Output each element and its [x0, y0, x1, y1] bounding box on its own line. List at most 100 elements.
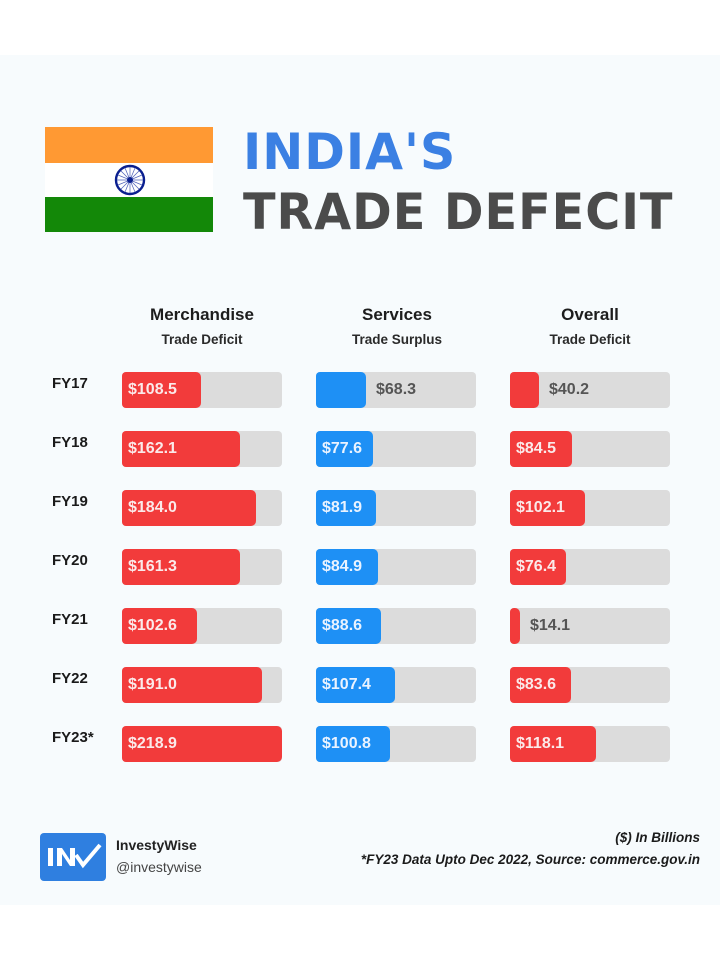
- bar-value-label: $162.1: [128, 440, 177, 457]
- bar-fill-merchandise: [122, 490, 256, 526]
- infographic-card: INDIA'S TRADE DEFECIT Merchandise Trade …: [0, 55, 720, 905]
- bar-track-services: $77.6: [316, 431, 476, 467]
- bar-fill-merchandise: [122, 431, 240, 467]
- bar-value-label: $100.8: [322, 735, 371, 752]
- column-subtitle: Trade Surplus: [351, 332, 443, 347]
- bar-fill-services: [316, 372, 366, 408]
- bar-track-merchandise: $184.0: [122, 490, 282, 526]
- bar-value-label: $68.3: [376, 381, 417, 398]
- table-row: FY22 $191.0 $107.4 $83.6: [0, 667, 720, 703]
- table-row: FY21 $102.6 $88.6 $14.1: [0, 608, 720, 644]
- row-label: FY18: [52, 434, 88, 451]
- bar-value-label: $161.3: [128, 558, 177, 575]
- bar-track-services: $68.3: [316, 372, 476, 408]
- column-title: Services: [362, 305, 432, 324]
- bar-fill-overall: [510, 549, 566, 585]
- bar-value-label: $118.1: [516, 735, 565, 752]
- bar-fill-overall: [510, 608, 520, 644]
- column-header-overall: Overall Trade Deficit: [490, 305, 690, 349]
- brand-handle: @investywise: [116, 859, 202, 875]
- bar-value-label: $83.6: [516, 676, 557, 693]
- bar-track-services: $107.4: [316, 667, 476, 703]
- bar-fill-services: [316, 490, 376, 526]
- bar-fill-merchandise: [122, 372, 201, 408]
- bar-value-label: $76.4: [516, 558, 557, 575]
- bar-value-label: $191.0: [128, 676, 177, 693]
- row-label: FY23*: [52, 729, 94, 746]
- footnotes: ($) In Billions *FY23 Data Upto Dec 2022…: [361, 827, 700, 871]
- brand-name: InvestyWise: [116, 837, 197, 853]
- india-flag-icon: [45, 127, 213, 232]
- bar-track-merchandise: $162.1: [122, 431, 282, 467]
- flag-green-band: [45, 197, 213, 232]
- bar-track-services: $81.9: [316, 490, 476, 526]
- bar-track-merchandise: $108.5: [122, 372, 282, 408]
- bar-value-label: $77.6: [322, 440, 363, 457]
- column-title: Overall: [561, 305, 619, 324]
- bar-value-label: $102.1: [516, 499, 565, 516]
- bar-fill-overall: [510, 726, 596, 762]
- table-row: FY23* $218.9 $100.8 $118.1: [0, 726, 720, 762]
- bar-value-label: $84.9: [322, 558, 363, 575]
- bar-track-overall: $102.1: [510, 490, 670, 526]
- bar-value-label: $218.9: [128, 735, 177, 752]
- bar-fill-merchandise: [122, 608, 197, 644]
- title-line-2: TRADE DEFECIT: [243, 183, 674, 241]
- bar-track-overall: $83.6: [510, 667, 670, 703]
- row-label: FY20: [52, 552, 88, 569]
- bar-fill-services: [316, 549, 378, 585]
- bar-track-services: $88.6: [316, 608, 476, 644]
- row-label: FY17: [52, 375, 88, 392]
- bar-value-label: $14.1: [530, 617, 571, 634]
- bar-track-overall: $40.2: [510, 372, 670, 408]
- column-title: Merchandise: [150, 305, 254, 324]
- investywise-logo: [40, 833, 106, 881]
- flag-saffron-band: [45, 127, 213, 163]
- bar-fill-overall: [510, 372, 539, 408]
- bar-fill-services: [316, 608, 381, 644]
- bar-track-overall: $14.1: [510, 608, 670, 644]
- bar-fill-overall: [510, 431, 572, 467]
- table-row: FY20 $161.3 $84.9 $76.4: [0, 549, 720, 585]
- bar-fill-merchandise: [122, 726, 282, 762]
- table-row: FY19 $184.0 $81.9 $102.1: [0, 490, 720, 526]
- column-header-services: Services Trade Surplus: [297, 305, 497, 349]
- column-header-merchandise: Merchandise Trade Deficit: [102, 305, 302, 349]
- column-subtitle: Trade Deficit: [549, 332, 631, 347]
- bar-fill-services: [316, 667, 395, 703]
- bar-fill-overall: [510, 667, 571, 703]
- bar-track-merchandise: $102.6: [122, 608, 282, 644]
- bar-fill-merchandise: [122, 667, 262, 703]
- row-label: FY19: [52, 493, 88, 510]
- bar-fill-services: [316, 726, 390, 762]
- bar-fill-overall: [510, 490, 585, 526]
- table-row: FY18 $162.1 $77.6 $84.5: [0, 431, 720, 467]
- bar-value-label: $40.2: [549, 381, 590, 398]
- bar-value-label: $108.5: [128, 381, 177, 398]
- ashoka-chakra-icon: [114, 164, 146, 196]
- bar-value-label: $81.9: [322, 499, 363, 516]
- unit-note: ($) In Billions: [615, 830, 700, 845]
- title-line-1: INDIA'S: [243, 123, 457, 181]
- bar-value-label: $107.4: [322, 676, 371, 693]
- table-row: FY17 $108.5 $68.3 $40.2: [0, 372, 720, 408]
- source-note: *FY23 Data Upto Dec 2022, Source: commer…: [360, 852, 700, 867]
- bar-fill-services: [316, 431, 373, 467]
- row-label: FY21: [52, 611, 88, 628]
- bar-value-label: $184.0: [128, 499, 177, 516]
- bar-track-overall: $76.4: [510, 549, 670, 585]
- bar-track-merchandise: $218.9: [122, 726, 282, 762]
- logo-mark-icon: [48, 843, 102, 869]
- bar-track-overall: $84.5: [510, 431, 670, 467]
- bar-track-services: $84.9: [316, 549, 476, 585]
- bar-fill-merchandise: [122, 549, 240, 585]
- row-label: FY22: [52, 670, 88, 687]
- column-subtitle: Trade Deficit: [161, 332, 243, 347]
- bar-track-services: $100.8: [316, 726, 476, 762]
- brand-block: InvestyWise @investywise: [116, 836, 202, 877]
- bar-track-overall: $118.1: [510, 726, 670, 762]
- bar-value-label: $102.6: [128, 617, 177, 634]
- bar-track-merchandise: $191.0: [122, 667, 282, 703]
- bar-track-merchandise: $161.3: [122, 549, 282, 585]
- bar-value-label: $88.6: [322, 617, 363, 634]
